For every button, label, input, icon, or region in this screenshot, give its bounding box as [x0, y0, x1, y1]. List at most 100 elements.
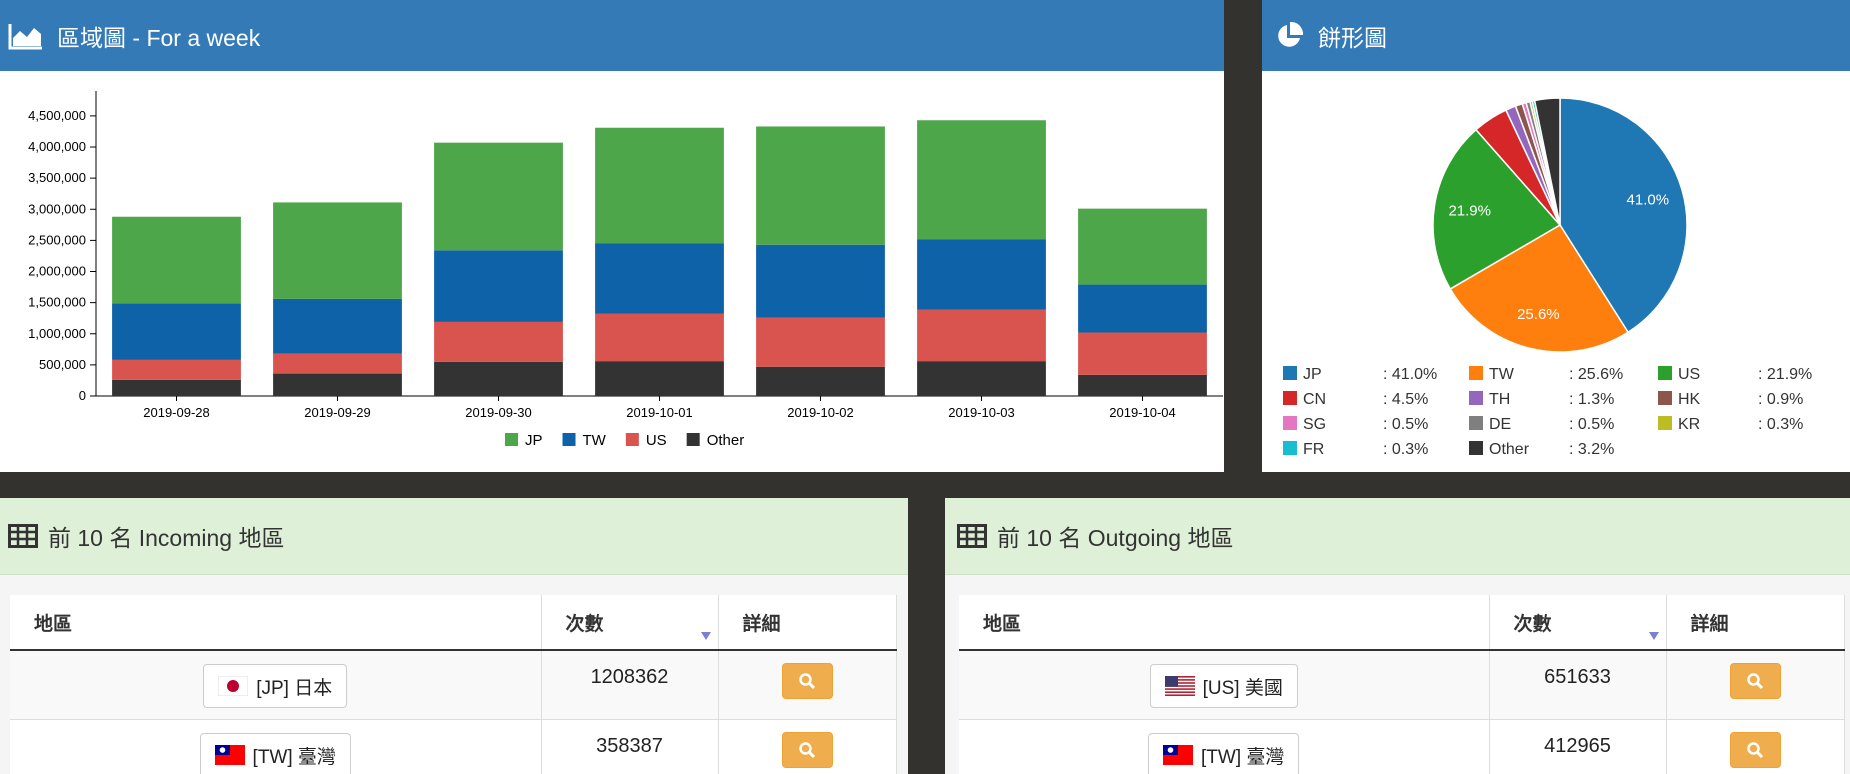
cell: 358387 — [541, 719, 719, 774]
y-tick-label: 1,000,000 — [28, 326, 86, 341]
panel-header: 餅形圖 — [1262, 0, 1850, 71]
bar-panel: 區域圖 - For a week 0 500,000 1,000,000 1,500,… — [0, 0, 1224, 472]
search-button[interactable] — [1729, 732, 1781, 768]
column-header: 詳細 — [1666, 595, 1845, 651]
y-tick-label: 2,000,000 — [28, 264, 86, 279]
cell: 412965 — [1489, 719, 1667, 774]
cell: [US] 美國 — [959, 650, 1490, 720]
bar-segment — [434, 250, 563, 322]
search-icon — [1747, 673, 1764, 690]
legend-swatch — [1283, 391, 1297, 405]
legend-label: FR — [1303, 441, 1324, 458]
sort-icon — [1648, 632, 1659, 640]
sort-icon — [700, 632, 711, 640]
pie-icon — [1278, 21, 1304, 47]
header-row: 地區 次數 詳細 — [10, 595, 897, 651]
header-text: 地區 — [983, 613, 1022, 635]
region-button[interactable]: [US] 美國 — [1149, 664, 1298, 708]
legend-label: Other — [1489, 441, 1530, 458]
cell — [1666, 650, 1845, 720]
legend-label: SG — [1303, 416, 1326, 433]
legend-label: JP — [1303, 366, 1322, 383]
table-panel: 前 10 名 Outgoing 地區 地區 次數 詳細 [US] 美國 6516… — [945, 498, 1850, 774]
panel-title: 前 10 名 Incoming 地區 — [48, 525, 285, 551]
panel-header: 區域圖 - For a week — [0, 0, 1224, 71]
bar-chart: 0 500,000 1,000,000 1,500,000 2,000,000 2,500… — [28, 91, 1223, 449]
legend-swatch — [1469, 366, 1483, 380]
legend-value: : 21.9% — [1758, 366, 1812, 383]
region-button[interactable]: [TW] 臺灣 — [1148, 733, 1300, 774]
cell — [718, 650, 897, 720]
region-text: [JP] 日本 — [256, 677, 333, 699]
header-row: 地區 次數 詳細 — [959, 595, 1845, 651]
legend-label: TW — [583, 432, 607, 449]
legend-swatch — [1469, 441, 1483, 455]
table-panel: 前 10 名 Incoming 地區 地區 次數 詳細 [JP] 日本 1208… — [0, 498, 908, 774]
y-tick-label: 1,500,000 — [28, 295, 86, 310]
y-tick-label: 4,500,000 — [28, 108, 86, 123]
region-text: [TW] 臺灣 — [252, 746, 336, 768]
search-icon — [1747, 742, 1764, 759]
bar-segment — [1078, 208, 1207, 285]
legend-label: US — [646, 432, 667, 449]
area-icon — [8, 23, 42, 49]
pie-panel: 餅形圖 41.0% 25.6% 21.9% JP: 41.0% TW: 25.6% US:… — [1262, 0, 1850, 472]
search-icon — [799, 742, 816, 759]
x-tick-label: 2019-10-04 — [1109, 405, 1176, 420]
legend-value: : 4.5% — [1383, 391, 1428, 408]
legend-value: : 0.9% — [1758, 391, 1803, 408]
cell: [TW] 臺灣 — [10, 719, 542, 774]
bar-segment — [917, 239, 1046, 310]
y-tick-label: 500,000 — [39, 357, 86, 372]
legend-swatch — [562, 433, 576, 446]
bar-segment — [112, 216, 241, 304]
legend-swatch — [1469, 391, 1483, 405]
search-button[interactable] — [781, 663, 833, 699]
pie-chart: 41.0% 25.6% 21.9% JP: 41.0% TW: 25.6% US: 21.… — [1283, 97, 1812, 458]
legend-swatch — [1283, 366, 1297, 380]
panel-header: 前 10 名 Incoming 地區 — [0, 498, 908, 575]
table-icon — [957, 524, 987, 548]
legend-label: TH — [1489, 391, 1510, 408]
y-tick-label: 3,000,000 — [28, 201, 86, 216]
legend-value: : 41.0% — [1383, 366, 1437, 383]
legend-value: : 1.3% — [1569, 391, 1614, 408]
bar-segment — [595, 313, 724, 362]
legend-swatch — [625, 433, 639, 446]
count: 358387 — [596, 735, 663, 757]
legend-swatch — [1658, 391, 1672, 405]
table-row: [US] 美國 651633 — [959, 650, 1845, 720]
y-tick-label: 3,500,000 — [28, 170, 86, 185]
column-header: 詳細 — [718, 595, 897, 651]
region-button[interactable]: [TW] 臺灣 — [199, 733, 351, 774]
bar-segment — [112, 359, 241, 380]
count: 1208362 — [590, 666, 669, 688]
bar-segment — [273, 298, 402, 354]
column-header[interactable]: 次數 — [1489, 595, 1667, 651]
y-tick-label: 4,000,000 — [28, 139, 86, 154]
slice-label: 21.9% — [1448, 202, 1491, 219]
table-row: [TW] 臺灣 412965 — [959, 719, 1845, 774]
header-text: 地區 — [34, 613, 73, 635]
legend-swatch — [1658, 366, 1672, 380]
search-button[interactable] — [781, 732, 833, 768]
bar-segment — [1078, 332, 1207, 375]
table-row: [JP] 日本 1208362 — [10, 650, 897, 720]
bar-segment — [917, 309, 1046, 362]
bar-segment — [434, 142, 563, 251]
cell — [1666, 719, 1845, 774]
legend-label: TW — [1489, 366, 1515, 383]
cell: [JP] 日本 — [10, 650, 542, 720]
search-button[interactable] — [1729, 663, 1781, 699]
column-header[interactable]: 次數 — [541, 595, 719, 651]
region-button[interactable]: [JP] 日本 — [203, 664, 348, 708]
region-text: [TW] 臺灣 — [1201, 746, 1285, 768]
cell: 651633 — [1489, 650, 1667, 720]
bar-segment — [434, 361, 563, 396]
legend-swatch — [686, 433, 700, 446]
data-table: 地區 次數 詳細 [JP] 日本 1208362 [TW] 臺灣 358387 — [10, 595, 897, 774]
legend-value: : 0.3% — [1758, 416, 1803, 433]
legend-swatch — [505, 433, 518, 446]
cell: [TW] 臺灣 — [959, 719, 1490, 774]
